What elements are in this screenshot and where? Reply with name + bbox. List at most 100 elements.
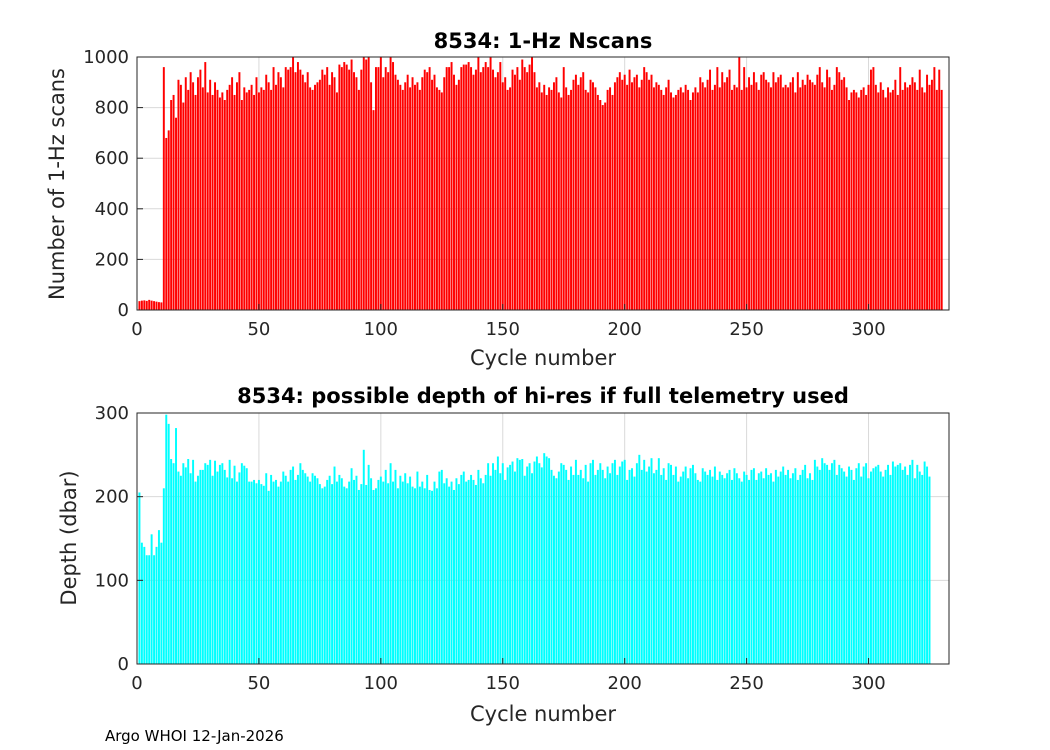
bar <box>867 478 870 664</box>
bar <box>250 84 253 310</box>
bar <box>216 471 219 664</box>
bar <box>221 92 224 310</box>
bar <box>599 100 602 310</box>
bar <box>148 555 151 664</box>
bar <box>787 87 790 310</box>
bar <box>850 92 853 310</box>
bar <box>404 82 407 310</box>
bar <box>462 471 465 664</box>
bar <box>918 471 921 664</box>
bar <box>635 463 638 664</box>
bar <box>331 484 334 664</box>
bar <box>418 89 421 310</box>
bar <box>904 82 907 310</box>
x-tick-label: 100 <box>364 319 398 340</box>
bar <box>248 89 251 310</box>
bar <box>338 64 341 310</box>
bar <box>348 69 351 311</box>
bar <box>355 77 358 311</box>
bar <box>421 481 424 664</box>
bar <box>284 475 287 664</box>
bar <box>770 473 772 664</box>
bar <box>206 92 209 310</box>
bar <box>148 299 151 310</box>
bar <box>392 481 395 664</box>
bar <box>813 84 816 310</box>
bar <box>426 474 429 664</box>
bar <box>774 82 777 310</box>
bar <box>809 473 811 664</box>
bar <box>869 471 872 664</box>
bar <box>801 79 804 311</box>
bar <box>238 472 241 664</box>
bar <box>828 469 831 664</box>
bar <box>762 72 765 311</box>
bar <box>628 69 631 311</box>
bar <box>555 77 558 311</box>
bar <box>450 62 453 311</box>
bar <box>567 479 570 664</box>
bar <box>560 97 563 310</box>
bar <box>599 463 602 664</box>
bar <box>565 469 568 664</box>
bar <box>891 89 894 310</box>
bar <box>821 458 824 664</box>
bar <box>504 77 507 311</box>
bar <box>852 89 855 310</box>
bar <box>399 84 402 310</box>
bar <box>711 476 714 664</box>
x-tick-label: 250 <box>729 319 763 340</box>
bar <box>909 84 911 310</box>
bar <box>287 69 290 311</box>
bar <box>938 69 941 311</box>
bar <box>857 97 860 310</box>
bar <box>521 59 524 310</box>
bar <box>396 488 399 664</box>
bar <box>799 474 802 664</box>
bar <box>438 471 441 664</box>
bar <box>492 69 494 311</box>
bar <box>679 476 682 664</box>
bar <box>745 87 748 310</box>
bar <box>289 469 292 664</box>
bar <box>655 469 658 664</box>
bar <box>262 485 265 664</box>
x-tick-label: 50 <box>247 319 270 340</box>
bar <box>179 475 182 664</box>
bar <box>416 471 419 664</box>
bar <box>926 466 929 664</box>
bar <box>572 474 575 664</box>
y-tick-label: 100 <box>95 570 129 591</box>
bar <box>265 74 268 311</box>
bar <box>401 89 404 310</box>
bar <box>328 475 331 664</box>
bar <box>811 82 814 310</box>
bar <box>648 466 651 664</box>
bar <box>567 94 570 310</box>
bar <box>901 469 904 664</box>
bar <box>233 465 236 664</box>
bar <box>338 474 341 664</box>
bar <box>345 64 348 310</box>
bar <box>677 89 680 310</box>
bar <box>196 475 199 664</box>
bar <box>167 423 170 664</box>
bar <box>848 100 850 310</box>
bar <box>552 82 555 310</box>
bar <box>379 57 382 310</box>
bar <box>899 67 902 311</box>
bar <box>138 301 141 310</box>
bar <box>479 72 482 311</box>
bar <box>175 117 177 310</box>
bar <box>440 469 443 664</box>
bar <box>260 87 263 310</box>
bar <box>294 72 297 311</box>
bar <box>840 468 843 664</box>
bar <box>813 459 816 664</box>
bar <box>731 89 733 310</box>
bar <box>738 478 741 664</box>
bar <box>157 530 160 664</box>
bar <box>713 84 716 310</box>
x-axis-label-bottom: Cycle number <box>470 702 616 726</box>
